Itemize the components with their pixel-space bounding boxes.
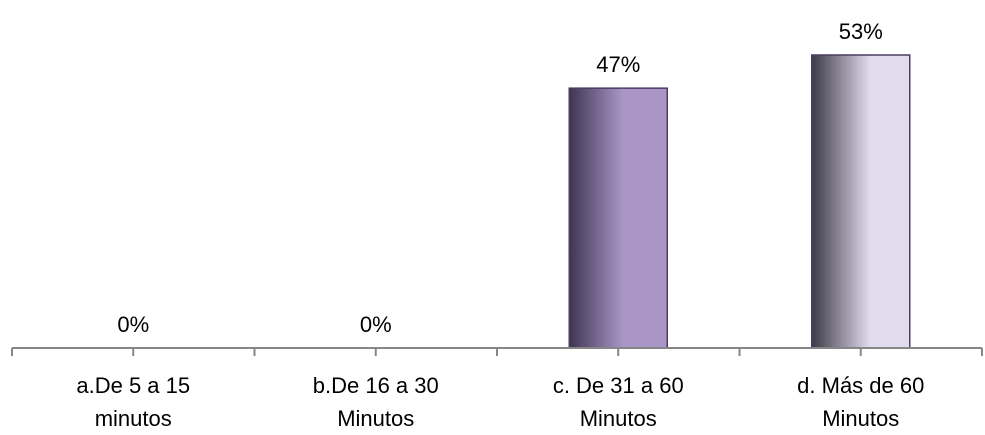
data-label-b: 0% bbox=[360, 312, 392, 337]
category-label-a-line2: minutos bbox=[95, 406, 172, 431]
category-label-a-line1: a.De 5 a 15 bbox=[76, 373, 190, 398]
category-label-b-line1: b.De 16 a 30 bbox=[313, 373, 439, 398]
category-label-d-line1: d. Más de 60 bbox=[797, 373, 924, 398]
data-label-c: 47% bbox=[596, 52, 640, 77]
bars-group bbox=[568, 54, 911, 349]
bar-c bbox=[568, 87, 668, 349]
data-label-d: 53% bbox=[839, 19, 883, 44]
category-label-c-line2: Minutos bbox=[580, 406, 657, 431]
category-label-b-line2: Minutos bbox=[337, 406, 414, 431]
bar-d bbox=[811, 54, 911, 349]
data-label-a: 0% bbox=[117, 312, 149, 337]
category-label-c-line1: c. De 31 a 60 bbox=[553, 373, 684, 398]
data-labels-group: 0% 0% 47% 53% bbox=[117, 19, 882, 337]
category-labels-group: a.De 5 a 15 minutos b.De 16 a 30 Minutos c. … bbox=[76, 373, 924, 431]
x-axis bbox=[11, 347, 983, 356]
category-label-d-line2: Minutos bbox=[822, 406, 899, 431]
